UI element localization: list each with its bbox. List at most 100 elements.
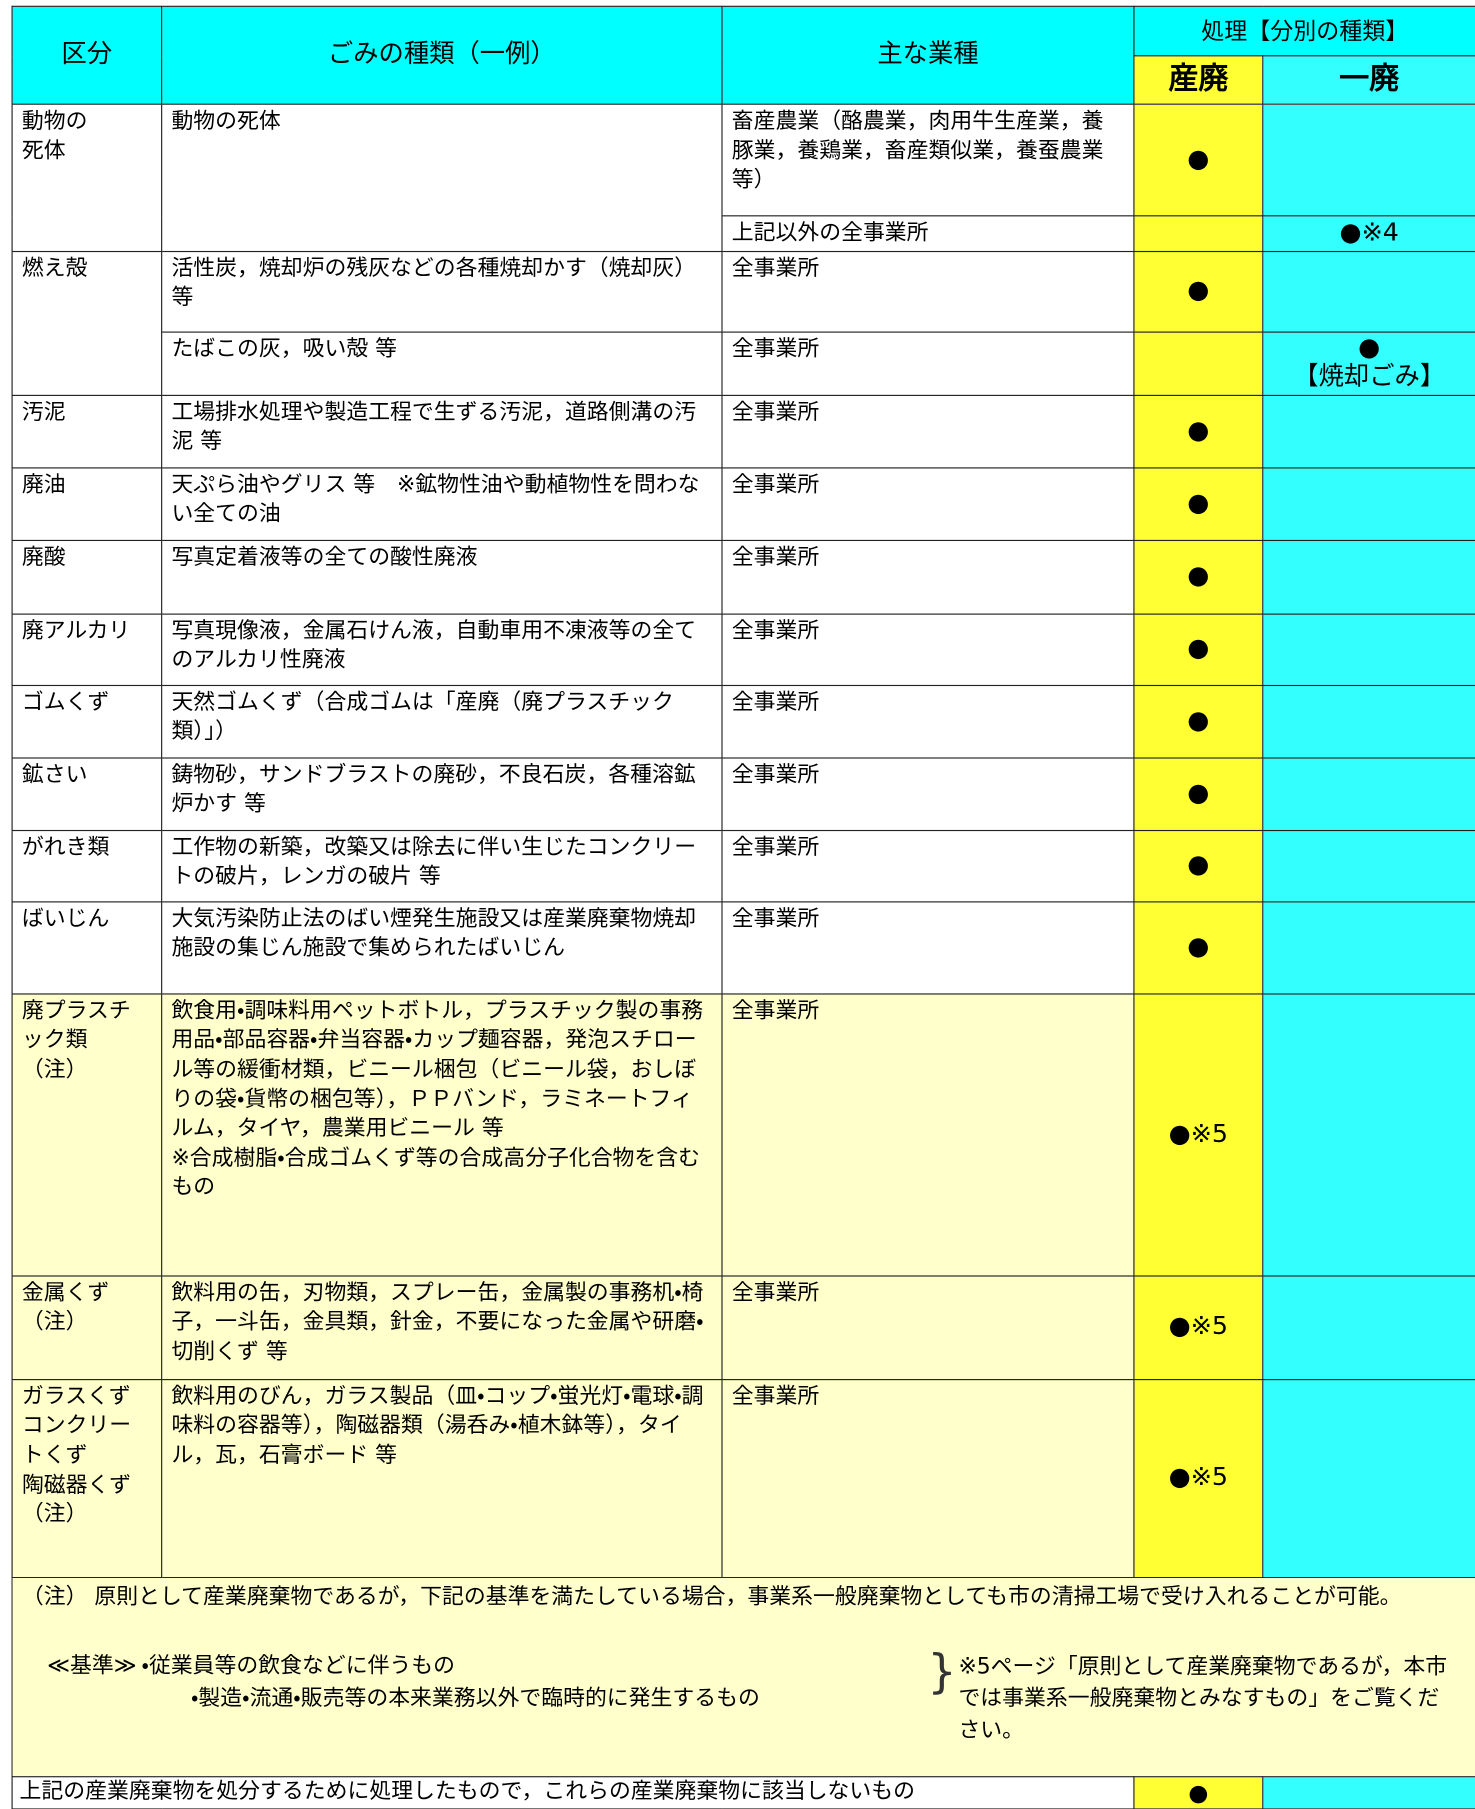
table-body: 区分 ごみの種類（一例） 主な業種 処理【分別の種類】 産廃 一廃 動物の 死体… — [11, 5, 1475, 1809]
waste-type: 飲料用の缶，刃物類，スプレー缶，金属製の事務机・椅子，一斗缶，金具類，針金，不要… — [161, 1275, 723, 1380]
waste-type: 天ぷら油やグリス 等 ※鉱物性油や動植物性を問わない全ての油 — [161, 466, 723, 541]
ippai-mark — [1262, 103, 1475, 217]
waste-type: 大気汚染防止法のばい煙発生施設又は産業廃棄物焼却施設の集じん施設で集められたばい… — [161, 900, 723, 995]
header-ippai: 一廃 — [1262, 55, 1475, 105]
waste-type: 活性炭，焼却炉の残灰などの各種焼却かす（焼却灰）等 — [161, 250, 723, 333]
waste-type: 工場排水処理や製造工程で生ずる汚泥，道路側溝の汚泥 等 — [161, 394, 723, 469]
header-type: ごみの種類（一例） — [161, 5, 723, 105]
table-row: 鉱さい 鋳物砂，サンドブラストの廃砂，不良石炭，各種溶鉱炉かす 等全事業所 ● — [11, 757, 1475, 831]
header-industry: 主な業種 — [721, 5, 1135, 105]
sanpai-mark: ● — [1133, 829, 1264, 903]
table-row: 廃アルカリ 写真現像液，金属石けん液，自動車用不凍液等の全てのアルカリ性廃液 全事業… — [11, 613, 1475, 686]
table-row: 燃え殻 活性炭，焼却炉の残灰などの各種焼却かす（焼却灰）等 全事業所 ● — [11, 250, 1475, 396]
industry: 上記以外の全事業所 — [721, 215, 1135, 252]
category: がれき類 — [11, 829, 163, 903]
table-row: ガラスくず コンクリートくず 陶磁器くず （注） 飲料用のびん，ガラス製品（皿・コ… — [11, 1378, 1475, 1578]
industry: 全事業所 — [721, 539, 1135, 615]
footer-row: 上記の産業廃棄物を処分するために処理したもので，これらの産業廃棄物に該当しないも… — [11, 1775, 1475, 1809]
category: 廃酸 — [11, 539, 163, 615]
industry: 全事業所 — [721, 992, 1135, 1277]
sanpai-mark: ● — [1133, 539, 1264, 615]
waste-type: 工作物の新築，改築又は除去に伴い生じたコンクリートの破片，レンガの破片 等 — [161, 829, 723, 903]
sanpai-mark: ●※5 — [1133, 1378, 1264, 1578]
criteria-label: ≪基準≫ — [47, 1652, 137, 1678]
waste-type: 鋳物砂，サンドブラストの廃砂，不良石炭，各種溶鉱炉かす 等 — [161, 757, 723, 831]
footer-ippai — [1262, 1775, 1475, 1809]
note: （注） 原則として産業廃棄物であるが，下記の基準を満たしている場合，事業系一般廃… — [11, 1576, 1475, 1777]
criteria-item: ・従業員等の飲食などに伴うもの — [141, 1652, 456, 1678]
sanpai-mark — [1133, 331, 1264, 396]
industry: 畜産農業（酪農業，肉用牛生産業，養豚業，養鶏業，畜産類似業，養蚕農業等） — [721, 103, 1135, 217]
ippai-mark — [1262, 829, 1475, 903]
sanpai-mark: ●※5 — [1133, 992, 1264, 1277]
industry: 全事業所 — [721, 684, 1135, 759]
table-row: 金属くず （注） 飲料用の缶，刃物類，スプレー缶，金属製の事務机・椅子，一斗缶，金… — [11, 1275, 1475, 1380]
header-row: 区分 ごみの種類（一例） 主な業種 処理【分別の種類】 — [11, 5, 1475, 105]
industry: 全事業所 — [721, 250, 1135, 333]
table-row: たばこの灰，吸い殻 等全事業所 ● 【焼却ごみ】 — [12, 331, 1475, 396]
sanpai-mark: ●※5 — [1133, 1275, 1264, 1380]
ippai-mark: ● 【焼却ごみ】 — [1262, 331, 1475, 396]
ippai-mark: ●※4 — [1262, 215, 1475, 252]
brace: } — [927, 1645, 957, 1699]
category: 金属くず （注） — [11, 1275, 163, 1380]
header-division: 区分 — [11, 5, 163, 105]
waste-type: たばこの灰，吸い殻 等 — [161, 331, 723, 396]
industry: 全事業所 — [721, 829, 1135, 903]
category: ガラスくず コンクリートくず 陶磁器くず （注） — [11, 1378, 163, 1578]
sanpai-mark: ● — [1133, 900, 1264, 995]
industry: 全事業所 — [721, 331, 1135, 396]
ippai-mark — [1262, 757, 1475, 831]
table-row: 廃プラスチック類 （注） 飲食用・調味料用ペットボトル，プラスチック製の事務用品・… — [11, 992, 1475, 1277]
sanpai-mark: ● — [1133, 757, 1264, 831]
table-row: 廃酸 写真定着液等の全ての酸性廃液 全事業所 ● — [11, 539, 1475, 615]
category: 汚泥 — [11, 394, 163, 469]
table-row: ばいじん 大気汚染防止法のばい煙発生施設又は産業廃棄物焼却施設の集じん施設で集めら… — [11, 900, 1475, 995]
ippai-mark — [1262, 900, 1475, 995]
header-processing: 処理【分別の種類】 — [1133, 5, 1475, 57]
note-reference: ※5ページ「原則として産業廃棄物であるが，本市では事業系一般廃棄物とみなすもの」… — [958, 1653, 1448, 1743]
criteria-item: ・製造・流通・販売等の本来業務以外で臨時的に発生するもの — [190, 1684, 760, 1711]
table-row: 汚泥 工場排水処理や製造工程で生ずる汚泥，道路側溝の汚泥 等全事業所 ● — [11, 394, 1475, 469]
header-row: 産廃 一廃 — [12, 55, 1475, 105]
ippai-mark — [1262, 466, 1475, 541]
footer-text: 上記の産業廃棄物を処分するために処理したもので，これらの産業廃棄物に該当しないも… — [11, 1775, 1135, 1809]
category: 廃油 — [11, 466, 163, 541]
sanpai-mark — [1133, 215, 1264, 252]
table-row: ゴムくず 天然ゴムくず（合成ゴムは「産廃（廃プラスチック類）」） 全事業所 ● — [11, 684, 1475, 759]
category: ゴムくず — [11, 684, 163, 759]
ippai-mark — [1262, 613, 1475, 686]
header-sanpai: 産廃 — [1133, 55, 1264, 105]
industry: 全事業所 — [721, 613, 1135, 686]
category: 廃プラスチック類 （注） — [11, 992, 163, 1277]
sanpai-mark: ● — [1133, 684, 1264, 759]
ippai-mark — [1262, 539, 1475, 615]
sanpai-mark: ● — [1133, 394, 1264, 469]
industry: 全事業所 — [721, 1378, 1135, 1578]
table-row: 廃油 天ぷら油やグリス 等 ※鉱物性油や動植物性を問わない全ての油 全事業所 ● — [11, 466, 1475, 541]
note-text: （注） 原則として産業廃棄物であるが，下記の基準を満たしている場合，事業系一般廃… — [21, 1583, 1402, 1609]
ippai-mark — [1262, 684, 1475, 759]
waste-type: 写真現像液，金属石けん液，自動車用不凍液等の全てのアルカリ性廃液 — [161, 613, 723, 686]
ippai-mark — [1262, 250, 1475, 333]
category: ばいじん — [11, 900, 163, 995]
ippai-mark — [1262, 1275, 1475, 1380]
waste-type: 写真定着液等の全ての酸性廃液 — [161, 539, 723, 615]
table-row: 上記以外の全事業所 ●※4 — [12, 215, 1475, 252]
category: 廃アルカリ — [11, 613, 163, 686]
category: 鉱さい — [11, 757, 163, 831]
sanpai-mark: ● — [1133, 250, 1264, 333]
industry: 全事業所 — [721, 757, 1135, 831]
waste-table: 区分 ごみの種類（一例） 主な業種 処理【分別の種類】 産廃 一廃 動物の 死体… — [11, 5, 1475, 1809]
category: 動物の 死体 — [11, 103, 163, 252]
footer-sanpai: ● — [1133, 1775, 1264, 1809]
industry: 全事業所 — [721, 900, 1135, 995]
ippai-mark — [1262, 1378, 1475, 1578]
industry: 全事業所 — [721, 394, 1135, 469]
ippai-mark — [1262, 394, 1475, 469]
sanpai-mark: ● — [1133, 613, 1264, 686]
table-row: がれき類 工作物の新築，改築又は除去に伴い生じたコンクリートの破片，レンガの破片 … — [11, 829, 1475, 903]
